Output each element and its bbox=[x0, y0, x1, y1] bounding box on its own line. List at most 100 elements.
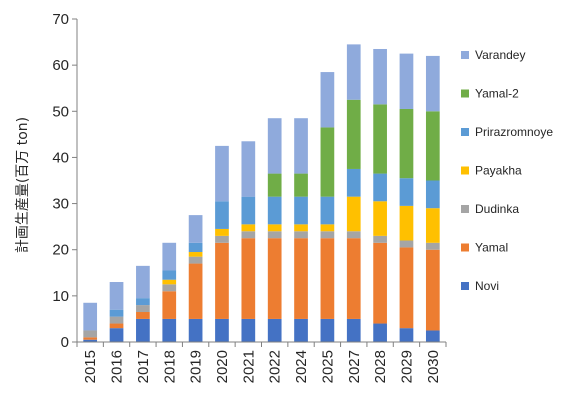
bar-segment-yamal-2017 bbox=[136, 312, 150, 319]
bar-segment-payakha-2027 bbox=[346, 196, 361, 232]
x-tick-label-2015: 2015 bbox=[82, 350, 99, 383]
bar-segment-dudinka-2027 bbox=[346, 231, 361, 239]
legend-swatch-varandey bbox=[461, 51, 469, 59]
bar-segment-prirazromnoye-2030 bbox=[425, 180, 440, 209]
bar-segment-varandey-2022 bbox=[267, 118, 282, 174]
bar-segment-payakha-2028 bbox=[373, 201, 387, 236]
legend-swatch-payakha bbox=[461, 166, 469, 175]
y-tick-label: 0 bbox=[61, 334, 69, 351]
bar-segment-novi-2020 bbox=[215, 318, 229, 342]
bar-segment-dudinka-2030 bbox=[425, 242, 440, 250]
legend-label-prirazromnoye: Prirazromnoye bbox=[475, 125, 553, 139]
bar-segment-varandey-2016 bbox=[109, 282, 124, 310]
bar-segment-yamal-2024 bbox=[294, 238, 308, 319]
y-tick-label: 70 bbox=[52, 11, 69, 28]
x-tick-label-2024: 2024 bbox=[293, 350, 310, 383]
bar-segment-novi-2027 bbox=[346, 318, 361, 342]
bar-segment-varandey-2027 bbox=[346, 44, 361, 100]
x-tick-label-2029: 2029 bbox=[398, 350, 415, 383]
bar-segment-payakha-2025 bbox=[320, 224, 335, 232]
bars-layer bbox=[83, 44, 440, 342]
bar-segment-dudinka-2024 bbox=[294, 231, 308, 239]
bar-segment-varandey-2029 bbox=[399, 53, 414, 109]
bar-segment-yamal-2022 bbox=[267, 238, 282, 319]
bar-segment-dudinka-2028 bbox=[373, 235, 387, 243]
legend-swatch-dudinka bbox=[461, 205, 469, 213]
x-tick-label-2022: 2022 bbox=[267, 350, 284, 383]
bar-segment-novi-2029 bbox=[399, 328, 414, 342]
bar-segment-yamal-2019 bbox=[188, 263, 203, 319]
bar-segment-payakha-2029 bbox=[399, 205, 414, 241]
bar-segment-yamal-2027 bbox=[346, 238, 361, 319]
legend-label-dudinka: Dudinka bbox=[475, 202, 519, 216]
bar-segment-varandey-2017 bbox=[136, 265, 150, 299]
bar-segment-prirazromnoye-2017 bbox=[136, 298, 150, 306]
y-tick-label: 20 bbox=[52, 242, 69, 259]
y-ticks-layer: 0 10 20 30 40 50 60 70 bbox=[52, 11, 77, 351]
bar-segment-novi-2021 bbox=[241, 318, 256, 342]
y-tick-label: 40 bbox=[52, 149, 69, 166]
x-tick-label-2021: 2021 bbox=[240, 350, 257, 383]
bar-segment-yamal-2-2028 bbox=[373, 104, 387, 174]
bar-segment-prirazromnoye-2022 bbox=[267, 196, 282, 225]
y-axis-label-group: 計画生産量(百万 ton) bbox=[15, 117, 31, 253]
x-tick-label-2018: 2018 bbox=[161, 350, 178, 383]
bar-segment-yamal-2-2025 bbox=[320, 127, 335, 197]
legend-label-novi: Novi bbox=[475, 279, 499, 293]
bar-segment-novi-2030 bbox=[425, 330, 440, 342]
bar-segment-varandey-2019 bbox=[188, 215, 203, 243]
x-tick-label-2019: 2019 bbox=[188, 350, 205, 383]
bar-segment-prirazromnoye-2029 bbox=[399, 178, 414, 206]
bar-segment-prirazromnoye-2016 bbox=[109, 309, 124, 317]
bar-segment-yamal-2-2027 bbox=[346, 99, 361, 169]
bar-segment-payakha-2021 bbox=[241, 224, 256, 232]
bar-segment-novi-2022 bbox=[267, 318, 282, 342]
bar-segment-dudinka-2019 bbox=[188, 256, 203, 264]
y-tick-label: 60 bbox=[52, 57, 69, 74]
bar-segment-dudinka-2020 bbox=[215, 235, 229, 243]
x-tick-label-2017: 2017 bbox=[135, 350, 152, 383]
bar-segment-prirazromnoye-2018 bbox=[162, 270, 177, 280]
bar-segment-yamal-2028 bbox=[373, 242, 387, 324]
bar-segment-yamal-2-2022 bbox=[267, 173, 282, 197]
bar-segment-yamal-2016 bbox=[109, 323, 124, 329]
bar-segment-prirazromnoye-2020 bbox=[215, 201, 229, 229]
bar-segment-novi-2017 bbox=[136, 318, 150, 342]
x-ticks-layer: 2015 2016 2017 2018 2019 2020 2021 2022 2024 2025… bbox=[76, 342, 447, 383]
bar-segment-dudinka-2021 bbox=[241, 231, 256, 239]
bar-segment-dudinka-2018 bbox=[162, 284, 177, 292]
legend-swatch-novi bbox=[461, 282, 469, 290]
bar-segment-yamal-2020 bbox=[215, 242, 229, 319]
bar-segment-dudinka-2025 bbox=[320, 231, 335, 239]
bar-segment-prirazromnoye-2021 bbox=[241, 196, 256, 225]
bar-segment-yamal-2030 bbox=[425, 249, 440, 331]
bar-segment-payakha-2022 bbox=[267, 224, 282, 232]
bar-segment-varandey-2020 bbox=[215, 145, 229, 202]
bar-segment-dudinka-2017 bbox=[136, 305, 150, 313]
legend-label-varandey: Varandey bbox=[475, 48, 525, 62]
bar-segment-yamal-2015 bbox=[83, 337, 98, 340]
bar-segment-prirazromnoye-2019 bbox=[188, 242, 203, 253]
bar-segment-prirazromnoye-2028 bbox=[373, 173, 387, 202]
bar-segment-varandey-2028 bbox=[373, 48, 387, 105]
bar-segment-novi-2024 bbox=[294, 318, 308, 342]
bar-segment-varandey-2030 bbox=[425, 55, 440, 112]
bar-segment-novi-2015 bbox=[83, 339, 98, 342]
bar-segment-dudinka-2015 bbox=[83, 330, 98, 338]
bar-segment-dudinka-2029 bbox=[399, 240, 414, 248]
legend-swatch-yamal-2 bbox=[461, 89, 469, 98]
y-tick-label: 50 bbox=[52, 103, 69, 120]
axes-layer bbox=[76, 19, 446, 343]
y-tick-label: 30 bbox=[52, 196, 69, 213]
bar-segment-yamal-2-2030 bbox=[425, 111, 440, 181]
bar-segment-novi-2019 bbox=[188, 318, 203, 342]
bar-segment-yamal-2021 bbox=[241, 238, 256, 319]
bar-segment-yamal-2018 bbox=[162, 291, 177, 319]
bar-segment-novi-2016 bbox=[109, 328, 124, 342]
bar-segment-varandey-2024 bbox=[294, 118, 308, 174]
bar-segment-novi-2018 bbox=[162, 318, 177, 342]
x-tick-label-2028: 2028 bbox=[372, 350, 389, 383]
y-axis-label: 計画生産量(百万 ton) bbox=[15, 117, 31, 253]
bar-segment-novi-2025 bbox=[320, 318, 335, 342]
